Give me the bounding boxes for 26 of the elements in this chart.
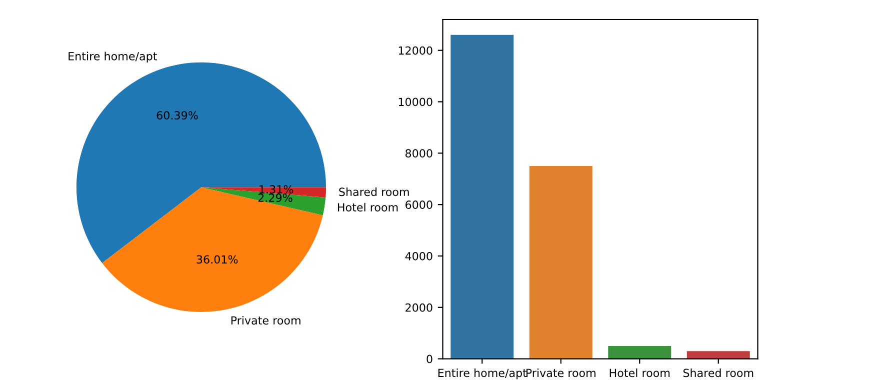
pie-slice bbox=[76, 62, 326, 264]
data-label: 60.39% bbox=[156, 111, 198, 120]
y-tick-label: 10000 bbox=[398, 98, 432, 106]
pie-slice bbox=[102, 187, 323, 312]
x-tick-label: Entire home/apt bbox=[438, 368, 527, 380]
data-label: 1.31% bbox=[260, 185, 294, 194]
slice-label: Private room bbox=[231, 316, 300, 325]
y-tick-label: 6000 bbox=[406, 200, 432, 209]
x-tick-label: Private room bbox=[526, 368, 596, 378]
data-label: 36.01% bbox=[196, 255, 238, 264]
y-tick-label: 12000 bbox=[398, 46, 432, 55]
y-tick-label: 2000 bbox=[406, 303, 432, 312]
bar bbox=[686, 351, 750, 359]
y-tick-label: 8000 bbox=[406, 149, 432, 158]
y-tick-label: 0 bbox=[426, 354, 432, 364]
slice-label: Hotel room bbox=[338, 202, 398, 212]
pie-slice bbox=[201, 187, 326, 216]
slice-label: Shared room bbox=[339, 187, 409, 196]
slice-label: Entire home/apt bbox=[68, 52, 157, 63]
bar bbox=[608, 346, 672, 359]
x-tick-label: Shared room bbox=[683, 368, 754, 378]
bar bbox=[529, 166, 592, 359]
data-label: 2.29% bbox=[258, 194, 292, 202]
x-tick-label: Hotel room bbox=[610, 368, 670, 378]
bar bbox=[450, 34, 514, 359]
y-tick-label: 4000 bbox=[405, 252, 432, 260]
